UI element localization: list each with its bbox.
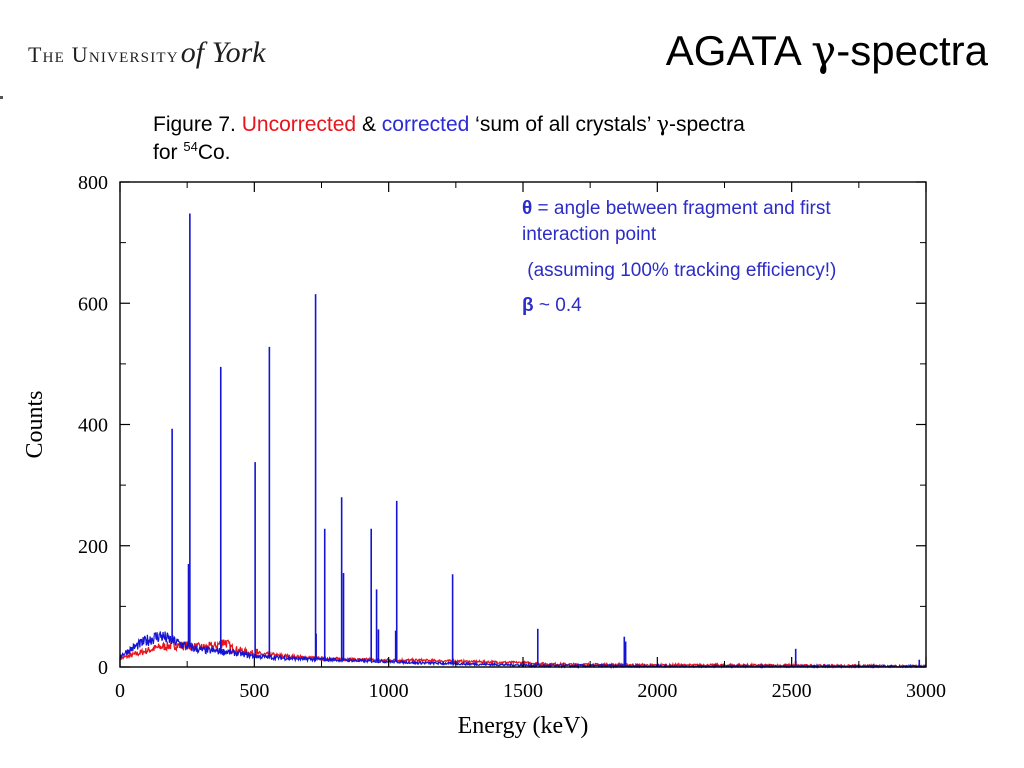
caption-isotope-mass: 54 <box>183 139 198 154</box>
caption-uncorrected: Uncorrected <box>241 113 357 136</box>
x-tick-label: 500 <box>239 680 269 702</box>
caption-amp: & <box>356 113 382 136</box>
assumption-note: (assuming 100% tracking efficiency!) <box>522 260 837 281</box>
y-axis-label: Counts <box>22 390 48 458</box>
page-title: AGATA γ-spectra <box>666 26 988 75</box>
y-tick-label: 400 <box>78 415 108 437</box>
beta-note: β ~ 0.4 <box>522 293 582 319</box>
title-prefix: AGATA <box>665 27 812 74</box>
caption-suffix: -spectra <box>669 113 745 136</box>
beta-text: ~ 0.4 <box>533 295 582 316</box>
beta-symbol: β <box>522 295 534 316</box>
x-tick-label: 1500 <box>503 680 543 702</box>
caption-isotope-symbol: Co. <box>197 141 231 164</box>
theta-symbol: θ <box>522 198 533 219</box>
y-tick-label: 800 <box>78 172 108 194</box>
x-tick-label: 3000 <box>906 680 946 702</box>
caption-prefix: Figure 7. <box>153 113 242 136</box>
x-axis-label: Energy (keV) <box>458 713 589 739</box>
logo-text: The University <box>28 42 179 67</box>
title-suffix: -spectra <box>836 27 988 74</box>
theta-note: θ = angle between fragment and first int… <box>522 196 902 248</box>
axes-layer: 0 500 1000 1500 2000 2500 3000 0 200 400 600 800 <box>78 172 946 702</box>
caption-line2-prefix: for <box>153 141 184 164</box>
plot-frame <box>119 181 927 668</box>
caption-gamma-symbol: γ <box>656 112 669 136</box>
caption-mid: ‘sum of all crystals’ <box>469 113 657 136</box>
x-tick-label: 2000 <box>637 680 677 702</box>
slide-edge-mark <box>0 96 3 99</box>
university-logo: The University of York <box>28 36 266 72</box>
y-tick-label: 600 <box>78 293 108 315</box>
x-tick-label: 2500 <box>772 680 812 702</box>
caption-corrected: corrected <box>381 113 470 136</box>
x-tick-label: 0 <box>115 680 125 702</box>
y-tick-label: 200 <box>78 536 108 558</box>
title-gamma-symbol: γ <box>811 26 837 75</box>
y-tick-label: 0 <box>98 657 108 679</box>
x-tick-label: 1000 <box>369 680 409 702</box>
figure-caption: Figure 7. Uncorrected & corrected ‘sum o… <box>153 110 893 167</box>
logo-italic-text: of York <box>180 36 266 69</box>
theta-text: = angle between fragment and first inter… <box>522 198 831 245</box>
